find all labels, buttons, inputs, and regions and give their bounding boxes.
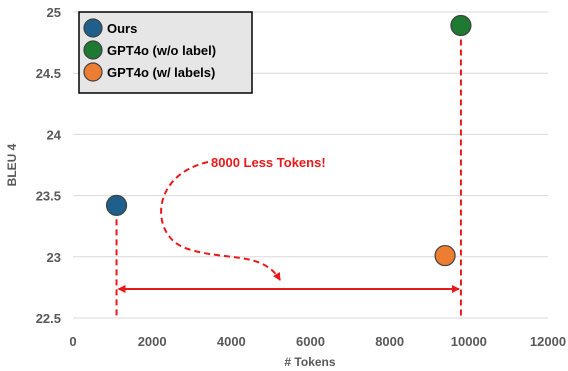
y-tick-label: 22.5 [36,311,61,326]
x-tick-label: 8000 [375,334,404,349]
x-tick-label: 10000 [451,334,487,349]
legend-marker [83,62,103,82]
y-tick-label: 23 [47,250,61,265]
legend-label: Ours [107,21,137,36]
dashed-guides [115,39,462,318]
legend-items: Ours GPT4o (w/o label) GPT4o (w/ labels) [83,18,216,82]
legend-marker [83,18,103,38]
y-axis-label: BLEU 4 [5,143,19,186]
legend-label: GPT4o (w/o label) [107,43,216,58]
x-tick-label: 12000 [530,334,566,349]
data-point [450,14,472,37]
annotation-text: 8000 Less Tokens! [211,155,326,170]
curved-dashed-arrow [160,161,281,281]
y-tick-label: 25 [47,5,61,20]
data-point [105,194,128,216]
legend: Ours GPT4o (w/o label) GPT4o (w/ labels) [78,11,253,94]
x-tick-label: 4000 [217,334,246,349]
data-point [434,244,456,267]
y-tick-labels: 22.5 23 23.5 24 24.5 25 [36,5,62,326]
x-axis-label: # Tokens [284,355,335,369]
x-tick-labels: 0 2000 4000 6000 8000 10000 12000 [69,334,566,349]
y-tick-label: 24.5 [36,66,61,81]
legend-label: GPT4o (w/ labels) [107,65,215,80]
legend-marker [83,40,103,60]
x-tick-label: 2000 [138,334,167,349]
legend-box [78,11,253,94]
x-tick-label: 0 [69,334,76,349]
y-tick-label: 24 [47,127,62,142]
y-tick-label: 23.5 [36,189,61,204]
data-points [105,14,472,267]
x-tick-label: 6000 [296,334,325,349]
